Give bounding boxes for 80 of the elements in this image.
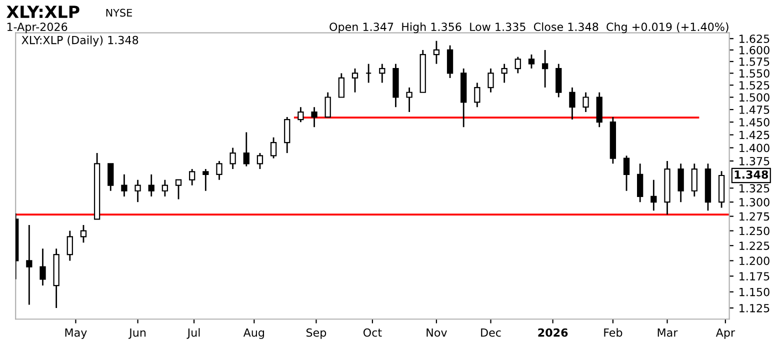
candlestick (650, 179, 657, 212)
x-tick-label: Mar (658, 328, 678, 337)
candlestick (230, 147, 236, 170)
y-tick-label: 1.250 (740, 226, 770, 236)
candlestick (406, 86, 412, 113)
candlestick (40, 248, 46, 286)
candlestick (433, 40, 440, 65)
x-tick-label: Nov (426, 328, 447, 337)
candlestick (678, 162, 684, 203)
x-tick-label: Oct (363, 328, 382, 337)
y-tick-label: 1.625 (740, 34, 770, 43)
candlestick (134, 179, 141, 203)
text: NYSE (106, 8, 132, 17)
candlestick (256, 152, 264, 170)
y-tick-label: 1.200 (740, 256, 770, 266)
y-tick-label: 1.175 (740, 272, 770, 280)
y-tick-label: 1.500 (740, 93, 770, 102)
annotation: 1-Apr-2026 (7, 22, 68, 34)
candlestick (311, 106, 318, 128)
annotation: Open 1.347 High 1.356 Low 1.335 Close 1.348 Chg +0.019 (+1.40%) (330, 22, 728, 34)
chart-title: XLY:XLP (6, 6, 80, 18)
candlestick (365, 63, 372, 84)
candlestick (202, 168, 209, 192)
y-tick-label: 1.375 (740, 156, 770, 166)
annotation: 1.348 (734, 170, 768, 179)
candlestick (446, 44, 454, 79)
candlestick (691, 162, 698, 198)
y-tick-label: 1.150 (740, 288, 770, 296)
y-tick-label: 1.425 (740, 130, 770, 140)
x-tick-label: Apr (716, 328, 736, 339)
x-tick-label: Jun (128, 328, 146, 339)
y-tick-label: 1.275 (740, 212, 770, 221)
candlestick (474, 82, 480, 108)
candlestick (189, 168, 196, 186)
y-tick-label: 1.600 (740, 46, 770, 54)
candlestick (148, 174, 154, 198)
candlestick (66, 230, 73, 262)
candlestick (569, 86, 576, 120)
candlestick (175, 179, 182, 200)
candlestick (501, 63, 508, 84)
y-tick-label: 1.225 (740, 242, 770, 250)
candlestick (162, 179, 168, 198)
candlestick (582, 92, 589, 113)
candlestick (121, 174, 128, 198)
candlestick (26, 224, 32, 306)
candlestick (556, 63, 562, 98)
candlestick (542, 49, 548, 88)
y-tick-label: 1.300 (740, 198, 770, 206)
x-tick-label: Jul (186, 328, 200, 339)
x-tick-label: Dec (481, 328, 501, 337)
y-tick-label: 1.550 (740, 69, 770, 78)
candlestick (637, 162, 644, 203)
candlestick (488, 68, 494, 94)
candlestick (284, 116, 290, 154)
x-tick-label: Feb (604, 328, 622, 337)
candlestick (623, 154, 630, 192)
x-tick-label: May (65, 328, 87, 339)
x-tick-label: Aug (243, 328, 264, 339)
y-tick-label: 1.400 (740, 144, 770, 152)
candlestick (324, 92, 331, 118)
candlestick (80, 224, 87, 244)
candlestick (352, 68, 358, 94)
x-tick-label: Sep (306, 328, 326, 339)
y-tick-label: 1.575 (740, 58, 770, 66)
x-tick-label: 2026 (538, 328, 568, 337)
candlestick (216, 160, 222, 181)
y-tick-label: 1.125 (740, 304, 770, 312)
candlestick (108, 162, 114, 192)
candlestick (243, 132, 250, 168)
y-tick-label: 1.525 (740, 81, 770, 90)
candlestick (338, 72, 344, 98)
candlestick (528, 54, 535, 70)
candlestick (298, 106, 304, 123)
candlestick (270, 136, 277, 160)
y-tick-label: 1.475 (740, 106, 770, 114)
y-tick-label: 1.325 (740, 184, 770, 192)
candlestick (514, 56, 521, 74)
candlestick (379, 63, 386, 84)
annotation: XLY:XLP (Daily) 1.348 (22, 36, 138, 46)
y-tick-label: 1.450 (740, 118, 770, 126)
